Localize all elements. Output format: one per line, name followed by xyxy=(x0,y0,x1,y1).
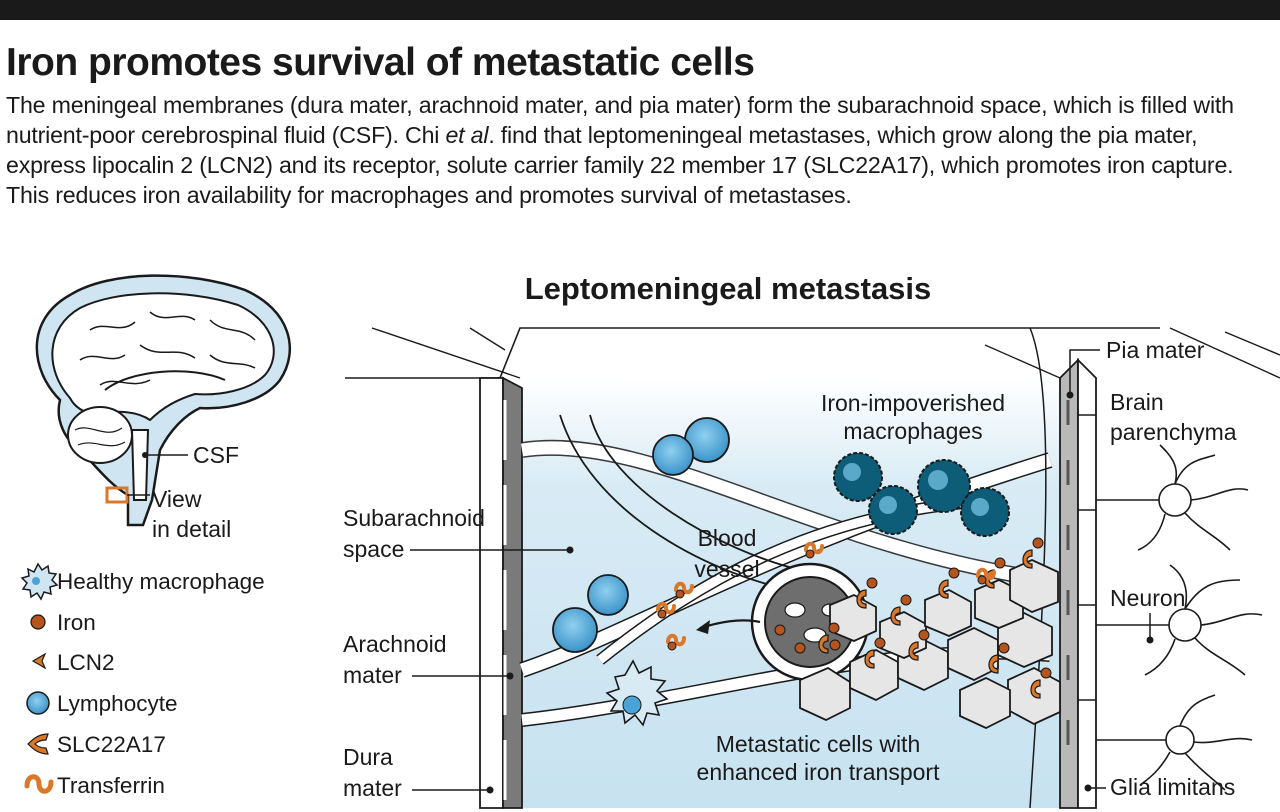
top-rule xyxy=(0,0,1280,20)
cerebellum-folds xyxy=(74,427,126,447)
corpus-callosum xyxy=(104,370,226,391)
lymphocyte-cells xyxy=(552,417,730,653)
label-arachnoid-line2: mater xyxy=(343,662,402,688)
figure-deck: The meningeal membranes (dura mater, ara… xyxy=(6,90,1276,210)
legend-label-slc22a17: SLC22A17 xyxy=(57,732,166,757)
iron-impoverished-macrophages xyxy=(833,452,1010,537)
legend-item-lcn2: LCN2 xyxy=(31,650,115,675)
dura-mater xyxy=(479,377,504,809)
iron-icon xyxy=(30,614,46,630)
label-glia-limitans: Glia limitans xyxy=(1110,774,1235,800)
iron-atoms xyxy=(828,537,1052,679)
brain-inset: CSF View in detail xyxy=(35,274,292,542)
legend-item-slc22a17: SLC22A17 xyxy=(27,732,166,757)
legend-item-healthy-macrophage: Healthy macrophage xyxy=(20,562,265,601)
transferrin-molecules xyxy=(656,541,996,651)
label-dura-line2: mater xyxy=(343,775,402,801)
label-pia-mater: Pia mater xyxy=(1106,337,1205,363)
legend-item-lymphocyte: Lymphocyte xyxy=(26,691,177,716)
legend-label-transferrin: Transferrin xyxy=(57,773,165,798)
label-blood-line1: Blood xyxy=(698,525,757,551)
slc22a17-icon xyxy=(27,733,49,755)
legend-label-healthy-macrophage: Healthy macrophage xyxy=(57,569,265,594)
label-metastatic-line2: enhanced iron transport xyxy=(697,759,941,785)
legend-item-iron: Iron xyxy=(30,610,96,635)
legend-item-transferrin: Transferrin xyxy=(24,773,165,798)
label-blood-line2: vessel xyxy=(694,556,759,582)
brainstem xyxy=(130,429,150,501)
arachnoid-mater xyxy=(502,376,523,809)
legend-label-lcn2: LCN2 xyxy=(57,650,115,675)
lcn2-icon xyxy=(31,652,47,670)
label-neuron: Neuron xyxy=(1110,585,1185,611)
transferrin-icon xyxy=(24,774,54,794)
figure-illustration: CSF View in detail Healthy macrophage Ir… xyxy=(20,271,1280,809)
label-arachnoid-line1: Arachnoid xyxy=(343,631,447,657)
label-subarachnoid-line1: Subarachnoid xyxy=(343,505,485,531)
csf-label: CSF xyxy=(193,442,239,468)
figure-title: Iron promotes survival of metastatic cel… xyxy=(6,41,755,84)
view-label-line2: in detail xyxy=(152,516,231,542)
legend: Healthy macrophage Iron LCN2 Lymphocyte … xyxy=(20,562,265,798)
main-panel: Subarachnoid space Arachnoid mater Dura … xyxy=(343,327,1280,809)
view-label-line1: View xyxy=(152,486,202,512)
deck-part-2: . find that leptomeningeal metastases, w… xyxy=(6,122,1234,208)
neurons xyxy=(1096,444,1263,791)
healthy-macrophage-icon xyxy=(20,562,59,601)
deck-part-1: The meningeal membranes (dura mater, ara… xyxy=(6,92,1234,148)
label-macrophages-line2: macrophages xyxy=(843,418,982,444)
label-dura-line1: Dura xyxy=(343,744,393,770)
brain-folds xyxy=(79,311,256,386)
glia-limitans xyxy=(1077,357,1097,809)
deck-italic: et al xyxy=(445,122,489,148)
legend-label-lymphocyte: Lymphocyte xyxy=(57,691,177,716)
cerebellum xyxy=(67,406,133,464)
label-subarachnoid-line2: space xyxy=(343,536,404,562)
label-metastatic-line1: Metastatic cells with xyxy=(716,731,921,757)
legend-label-iron: Iron xyxy=(57,610,96,635)
label-brain-line1: Brain xyxy=(1110,389,1164,415)
panel-title: Leptomeningeal metastasis xyxy=(525,271,932,306)
healthy-macrophage-cell xyxy=(605,659,669,727)
label-brain-line2: parenchyma xyxy=(1110,419,1237,445)
lymphocyte-icon xyxy=(26,691,50,715)
label-macrophages-line1: Iron-impoverished xyxy=(821,390,1005,416)
